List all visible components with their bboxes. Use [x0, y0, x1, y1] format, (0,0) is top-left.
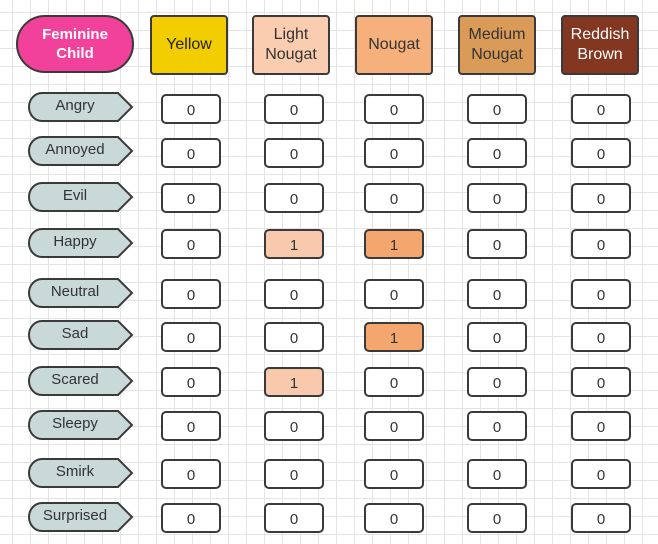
count-cell-happy-reddish-brown: 0 — [571, 229, 631, 259]
row-label-happy: Happy — [28, 228, 134, 258]
count-cell-angry-nougat: 0 — [364, 94, 424, 124]
arrow-tag-outline — [28, 458, 134, 488]
arrow-tag-shape — [28, 502, 134, 532]
row-label-text: Annoyed — [45, 140, 105, 158]
row-label-scared: Scared — [28, 366, 134, 396]
row-label-text: Sleepy — [52, 414, 98, 432]
count-cell-angry-yellow: 0 — [161, 94, 221, 124]
row-label-smirk: Smirk — [28, 458, 134, 488]
count-cell-surprised-nougat: 0 — [364, 503, 424, 533]
count-cell-evil-yellow: 0 — [161, 183, 221, 213]
arrow-tag-shape — [28, 92, 134, 122]
count-cell-smirk-light-nougat: 0 — [264, 459, 324, 489]
row-label-text: Smirk — [55, 462, 95, 480]
arrow-tag-outline — [28, 228, 134, 258]
arrow-tag-outline — [28, 320, 134, 350]
count-cell-sad-yellow: 0 — [161, 322, 221, 352]
arrow-tag-outline — [28, 366, 134, 396]
arrow-tag-outline — [28, 502, 134, 532]
arrow-tag-outline — [28, 136, 134, 166]
count-cell-neutral-nougat: 0 — [364, 279, 424, 309]
arrow-tag-shape — [28, 410, 134, 440]
count-cell-annoyed-reddish-brown: 0 — [571, 138, 631, 168]
arrow-tag-shape — [28, 278, 134, 308]
count-cell-sleepy-reddish-brown: 0 — [571, 411, 631, 441]
count-cell-scared-nougat: 0 — [364, 367, 424, 397]
count-cell-annoyed-yellow: 0 — [161, 138, 221, 168]
count-cell-smirk-medium-nougat: 0 — [467, 459, 527, 489]
count-cell-scared-yellow: 0 — [161, 367, 221, 397]
count-cell-neutral-yellow: 0 — [161, 279, 221, 309]
row-label-text: Happy — [53, 232, 97, 250]
arrow-tag-outline — [28, 182, 134, 212]
count-cell-neutral-reddish-brown: 0 — [571, 279, 631, 309]
count-cell-happy-light-nougat: 1 — [264, 229, 324, 259]
row-label-evil: Evil — [28, 182, 134, 212]
arrow-tag-outline — [28, 410, 134, 440]
count-cell-evil-reddish-brown: 0 — [571, 183, 631, 213]
count-cell-sleepy-yellow: 0 — [161, 411, 221, 441]
count-cell-annoyed-nougat: 0 — [364, 138, 424, 168]
column-header-yellow: Yellow — [150, 15, 228, 75]
count-cell-surprised-yellow: 0 — [161, 503, 221, 533]
row-label-sad: Sad — [28, 320, 134, 350]
count-cell-annoyed-light-nougat: 0 — [264, 138, 324, 168]
row-label-neutral: Neutral — [28, 278, 134, 308]
count-cell-sad-nougat: 1 — [364, 322, 424, 352]
arrow-tag-shape — [28, 320, 134, 350]
count-cell-smirk-nougat: 0 — [364, 459, 424, 489]
count-cell-scared-reddish-brown: 0 — [571, 367, 631, 397]
row-label-text: Scared — [51, 370, 99, 388]
count-cell-evil-medium-nougat: 0 — [467, 183, 527, 213]
count-cell-sad-light-nougat: 0 — [264, 322, 324, 352]
count-cell-happy-medium-nougat: 0 — [467, 229, 527, 259]
row-label-sleepy: Sleepy — [28, 410, 134, 440]
count-cell-evil-light-nougat: 0 — [264, 183, 324, 213]
count-cell-angry-light-nougat: 0 — [264, 94, 324, 124]
grid-title: Feminine Child — [16, 15, 134, 73]
count-cell-surprised-medium-nougat: 0 — [467, 503, 527, 533]
count-cell-surprised-reddish-brown: 0 — [571, 503, 631, 533]
row-label-annoyed: Annoyed — [28, 136, 134, 166]
row-label-text: Angry — [55, 96, 95, 114]
arrow-tag-shape — [28, 136, 134, 166]
arrow-tag-shape — [28, 182, 134, 212]
count-cell-happy-yellow: 0 — [161, 229, 221, 259]
row-label-angry: Angry — [28, 92, 134, 122]
arrow-tag-shape — [28, 228, 134, 258]
row-label-text: Neutral — [50, 282, 100, 300]
count-cell-scared-medium-nougat: 0 — [467, 367, 527, 397]
count-cell-happy-nougat: 1 — [364, 229, 424, 259]
count-cell-annoyed-medium-nougat: 0 — [467, 138, 527, 168]
count-cell-sleepy-medium-nougat: 0 — [467, 411, 527, 441]
column-header-nougat: Nougat — [355, 15, 433, 75]
count-cell-sleepy-nougat: 0 — [364, 411, 424, 441]
arrow-tag-shape — [28, 458, 134, 488]
count-cell-surprised-light-nougat: 0 — [264, 503, 324, 533]
count-cell-evil-nougat: 0 — [364, 183, 424, 213]
count-cell-neutral-light-nougat: 0 — [264, 279, 324, 309]
arrow-tag-shape — [28, 366, 134, 396]
count-cell-scared-light-nougat: 1 — [264, 367, 324, 397]
row-label-text: Evil — [62, 186, 88, 204]
column-header-medium-nougat: Medium Nougat — [458, 15, 536, 75]
row-label-text: Surprised — [42, 506, 108, 524]
count-cell-smirk-yellow: 0 — [161, 459, 221, 489]
count-cell-angry-reddish-brown: 0 — [571, 94, 631, 124]
count-cell-smirk-reddish-brown: 0 — [571, 459, 631, 489]
count-cell-sad-reddish-brown: 0 — [571, 322, 631, 352]
row-label-surprised: Surprised — [28, 502, 134, 532]
count-cell-sleepy-light-nougat: 0 — [264, 411, 324, 441]
count-cell-angry-medium-nougat: 0 — [467, 94, 527, 124]
count-cell-sad-medium-nougat: 0 — [467, 322, 527, 352]
column-header-reddish-brown: Reddish Brown — [561, 15, 639, 75]
column-header-light-nougat: Light Nougat — [252, 15, 330, 75]
row-label-text: Sad — [61, 324, 89, 342]
count-cell-neutral-medium-nougat: 0 — [467, 279, 527, 309]
arrow-tag-outline — [28, 92, 134, 122]
arrow-tag-outline — [28, 278, 134, 308]
